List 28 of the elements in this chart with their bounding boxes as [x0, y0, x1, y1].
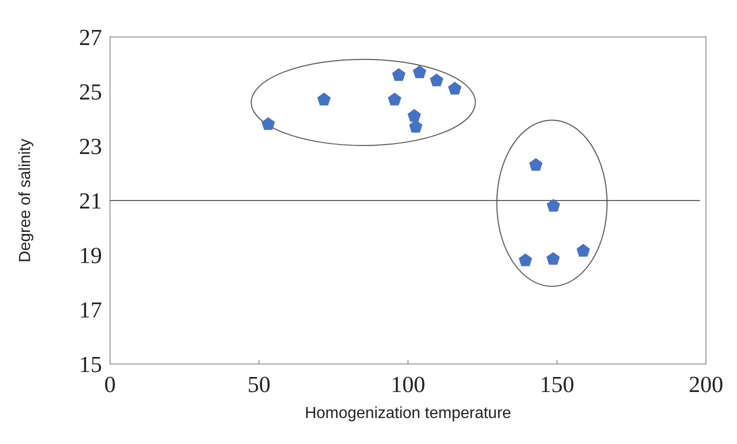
point [317, 92, 331, 106]
point [412, 65, 426, 78]
y-tick-label: 21 [79, 188, 102, 214]
x-tick-label: 0 [104, 372, 116, 397]
y-axis-title: Degree of salinity [17, 138, 34, 262]
y-tick-label: 23 [79, 134, 102, 160]
y-tick-label: 27 [79, 25, 102, 50]
point [448, 82, 462, 94]
point [408, 109, 421, 122]
point [518, 253, 532, 266]
point [576, 244, 590, 257]
point [392, 68, 406, 81]
y-tick-label: 15 [79, 352, 102, 378]
x-tick-label: 150 [540, 372, 574, 397]
point [409, 120, 422, 133]
point [430, 74, 444, 86]
x-tick-label: 100 [390, 372, 426, 397]
point [546, 198, 560, 212]
x-axis-title: Homogenization temperature [304, 405, 512, 422]
point [388, 92, 402, 106]
point [262, 117, 275, 130]
y-tick-label: 25 [79, 80, 102, 105]
point [529, 158, 542, 171]
point [546, 252, 560, 265]
y-tick-label: 19 [79, 243, 102, 268]
x-tick-label: 50 [248, 372, 270, 397]
y-tick-label: 17 [79, 298, 102, 323]
x-tick-label: 200 [688, 372, 724, 397]
